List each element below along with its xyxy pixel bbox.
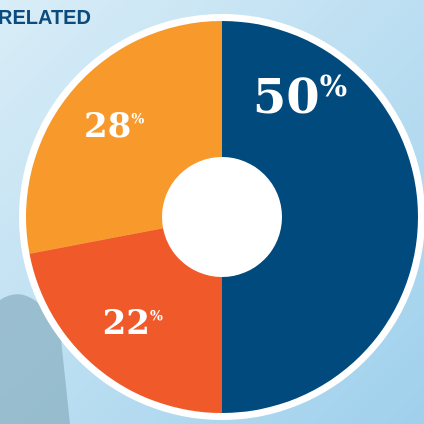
chart-title: RELATED bbox=[0, 7, 91, 29]
page: {"chart_data": {"type": "pie", "title": … bbox=[0, 0, 424, 424]
donut-hole bbox=[162, 157, 282, 277]
chart: RELATED 50%22%28% bbox=[0, 0, 424, 424]
